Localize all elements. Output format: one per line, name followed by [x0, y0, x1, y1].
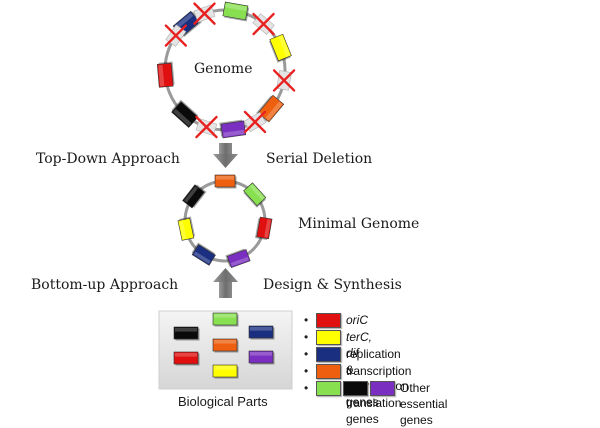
- biological-parts-label: Biological Parts: [178, 394, 268, 409]
- minimal-gene-black: [182, 184, 207, 209]
- legend-bullet: •: [304, 347, 309, 361]
- minimal-gene-purple: [225, 248, 251, 269]
- biological-parts-box: [158, 310, 293, 390]
- biological-parts-blocks: [173, 312, 275, 379]
- deleted-gene-cross: [164, 24, 188, 47]
- minimal-genome-genes: [177, 174, 273, 269]
- diagram-artwork: [156, 1, 296, 390]
- genome-gene-black: [171, 99, 199, 128]
- deleted-gene-cross: [195, 115, 218, 139]
- part-block-purple: [248, 350, 275, 365]
- deleted-gene-cross: [193, 2, 216, 25]
- legend-text-other-essential: Other essential genes: [400, 381, 448, 427]
- genome-label: Genome: [194, 61, 253, 77]
- bottom-up-approach-label: Bottom-up Approach: [31, 277, 179, 293]
- legend-swatch-black: [343, 381, 368, 396]
- up-arrow: [213, 268, 238, 298]
- legend-bullet: •: [304, 330, 309, 344]
- legend-swatch-yellow: [316, 330, 341, 345]
- legend-swatch-orange: [316, 364, 341, 379]
- deleted-gene-cross: [243, 110, 267, 134]
- legend-swatch-navy: [316, 347, 341, 362]
- part-block-green: [212, 312, 239, 327]
- minimal-gene-red: [255, 216, 273, 241]
- down-arrow: [213, 143, 238, 168]
- minimal-gene-navy: [191, 242, 216, 266]
- genome-gene-red: [156, 61, 175, 88]
- minimal-genome-plasmid: [177, 174, 273, 269]
- genome-gene-purple: [219, 119, 247, 139]
- deleted-gene-cross: [252, 12, 275, 36]
- part-block-yellow: [212, 364, 239, 379]
- top-down-approach-label: Top-Down Approach: [36, 151, 180, 167]
- serial-deletion-label: Serial Deletion: [266, 151, 373, 167]
- part-block-red: [173, 351, 200, 366]
- minimal-genome-label: Minimal Genome: [298, 216, 420, 232]
- legend-bullet: •: [304, 364, 309, 378]
- legend-swatch-green: [316, 381, 341, 396]
- minimal-gene-green: [243, 182, 267, 208]
- legend-swatch-red: [316, 313, 341, 328]
- genome-gene-yellow: [269, 33, 292, 63]
- part-block-orange: [212, 338, 239, 353]
- minimal-gene-yellow: [177, 216, 195, 241]
- legend-bullet: •: [304, 381, 309, 395]
- genome-plasmid: [156, 1, 296, 139]
- genome-gene-green: [222, 1, 250, 22]
- minimal-gene-orange: [214, 174, 237, 189]
- diagram-stage: Genome Top-Down Approach Serial Deletion…: [31, 1, 447, 427]
- part-block-black: [173, 326, 200, 341]
- legend-swatch-purple: [370, 381, 395, 396]
- deleted-gene-cross: [272, 69, 296, 92]
- legend-bullet: •: [304, 313, 309, 327]
- genome-deleted-segments: [164, 2, 296, 139]
- legend-text-terc-dif: terC, dif: [346, 330, 373, 360]
- legend-text-oric: oriC: [346, 313, 369, 327]
- part-block-navy: [248, 325, 275, 340]
- design-synthesis-label: Design & Synthesis: [263, 277, 402, 293]
